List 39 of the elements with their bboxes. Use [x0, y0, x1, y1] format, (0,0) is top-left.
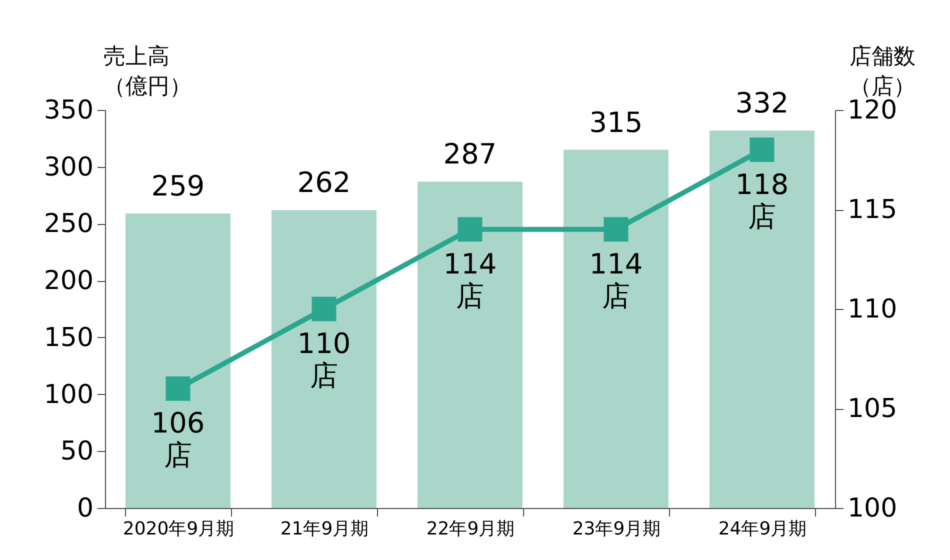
data-label: 114 店 — [443, 247, 497, 312]
point — [750, 138, 774, 162]
y-tick-label: 100 — [44, 380, 94, 410]
y-tick-label: 350 — [44, 96, 94, 126]
y-tick-label: 0 — [76, 494, 94, 524]
point — [458, 217, 482, 242]
data-label: 315 — [589, 106, 643, 139]
y-tick-label: 50 — [60, 436, 94, 467]
y2-tick-label: 110 — [848, 294, 898, 324]
x-tick-label: 24年9月期 — [718, 518, 807, 540]
bar — [563, 150, 669, 508]
data-label: 332 — [735, 86, 789, 120]
bar — [125, 213, 231, 508]
y-tick-label: 150 — [44, 322, 94, 353]
data-label: 262 — [297, 166, 351, 200]
data-label: 118 店 — [735, 168, 789, 233]
y-tick-label: 200 — [44, 266, 94, 296]
data-label: 287 — [443, 138, 497, 171]
x-tick-label: 22年9月期 — [426, 518, 515, 540]
data-label: 106 店 — [151, 406, 205, 472]
y-tick-label: 300 — [44, 152, 94, 182]
point — [604, 217, 628, 242]
point — [166, 376, 190, 401]
y2-tick-label: 115 — [848, 195, 898, 225]
y-axis-title: 売上高（億円） — [104, 44, 192, 100]
bar — [271, 210, 377, 508]
y2-tick-label: 105 — [848, 394, 898, 424]
x-tick-label: 2020年9月期 — [122, 518, 234, 540]
x-tick-label: 21年9月期 — [280, 518, 369, 540]
y2-axis-title: 店舗数（店） — [850, 44, 916, 100]
data-label: 110 店 — [297, 327, 351, 392]
y2-tick-label: 100 — [848, 494, 898, 524]
data-label: 114 店 — [589, 247, 643, 312]
point — [312, 296, 336, 322]
x-tick-label: 23年9月期 — [572, 518, 661, 540]
bar — [709, 130, 815, 508]
bar — [417, 182, 523, 508]
y-tick-label: 250 — [44, 209, 94, 240]
data-label: 259 — [151, 169, 205, 202]
